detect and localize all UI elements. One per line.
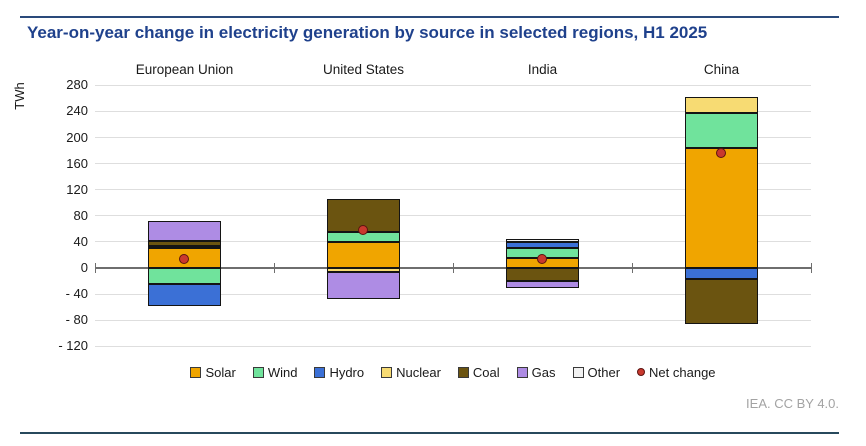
- y-axis-tick-label: 40: [73, 233, 88, 249]
- y-axis-tick-label: - 120: [58, 338, 88, 354]
- legend-label: Nuclear: [396, 364, 441, 380]
- bar-segment-coal-china: [685, 279, 758, 325]
- y-axis-tick-label: 280: [66, 77, 88, 93]
- bar-segment-nuclear-united-states: [327, 268, 400, 272]
- region-label: China: [703, 62, 740, 77]
- gridline: [95, 189, 811, 191]
- legend-swatch-other-icon: [572, 366, 584, 378]
- y-axis-tick-label: 80: [73, 207, 88, 223]
- legend-swatch-nuclear-icon: [381, 366, 393, 378]
- axis-category-tick: [452, 263, 454, 273]
- legend-item-net-change: Net change: [637, 365, 716, 380]
- bar-segment-nuclear-european-union: [148, 246, 221, 249]
- net-change-marker-european-union: [179, 254, 189, 265]
- gridline: [95, 293, 811, 295]
- legend-label: Gas: [531, 364, 556, 380]
- net-change-marker-india: [537, 254, 547, 265]
- bar-segment-hydro-india: [506, 241, 579, 249]
- legend-net-change-dot-icon: [637, 368, 646, 376]
- bar-segment-gas-united-states: [327, 271, 400, 299]
- legend-swatch-gas-icon: [516, 366, 528, 378]
- bar-segment-coal-european-union: [148, 241, 221, 247]
- gridline: [95, 241, 811, 243]
- chart-legend: Solar Wind Hydro Nuclear Coal Gas Other Net cha…: [95, 363, 811, 381]
- legend-item-solar: Solar: [190, 364, 236, 380]
- region-label: European Union: [135, 62, 234, 77]
- legend-label: Wind: [267, 364, 298, 380]
- axis-category-tick: [631, 263, 633, 273]
- legend-swatch-coal-icon: [457, 366, 469, 378]
- legend-label: Net change: [649, 364, 716, 380]
- bar-segment-gas-india: [506, 281, 579, 289]
- y-axis-tick-label: 240: [66, 103, 88, 119]
- bar-segment-coal-india: [506, 268, 579, 282]
- bar-segment-other-india: [506, 239, 579, 242]
- legend-item-gas: Gas: [516, 364, 556, 380]
- legend-item-wind: Wind: [252, 364, 298, 380]
- bar-segment-solar-united-states: [327, 241, 400, 268]
- bar-segment-solar-china: [685, 147, 758, 268]
- axis-category-tick: [273, 263, 275, 273]
- legend-item-coal: Coal: [457, 364, 500, 380]
- gridline: [95, 215, 811, 217]
- legend-label: Solar: [205, 364, 236, 380]
- bar-segment-wind-china: [685, 112, 758, 148]
- y-axis-unit-label: TWh: [12, 82, 27, 110]
- gridline: [95, 137, 811, 138]
- y-axis-tick-label: 120: [66, 181, 88, 197]
- axis-category-tick: [810, 263, 812, 273]
- legend-item-hydro: Hydro: [314, 365, 364, 380]
- legend-item-nuclear: Nuclear: [381, 365, 441, 380]
- gridline: [95, 84, 811, 86]
- bar-segment-hydro-china: [685, 268, 758, 280]
- legend-swatch-hydro-icon: [314, 366, 326, 378]
- net-change-marker-united-states: [358, 224, 368, 235]
- y-axis-tick-label: - 40: [65, 286, 88, 302]
- attribution-text: IEA. CC BY 4.0.: [746, 396, 839, 411]
- bar-segment-gas-european-union: [148, 221, 221, 242]
- legend-label: Hydro: [329, 364, 365, 380]
- region-label: India: [527, 62, 558, 77]
- legend-label: Other: [587, 364, 621, 380]
- region-label: United States: [322, 62, 405, 77]
- chart-title: Year-on-year change in electricity gener…: [27, 23, 708, 42]
- bottom-divider-line: [20, 432, 839, 434]
- top-divider-line: [20, 16, 839, 18]
- axis-category-tick: [94, 263, 96, 273]
- bar-segment-nuclear-china: [685, 97, 758, 113]
- y-axis-tick-label: 160: [66, 155, 88, 171]
- gridline: [95, 319, 811, 321]
- legend-swatch-wind-icon: [252, 366, 264, 378]
- legend-item-other: Other: [572, 364, 621, 380]
- y-axis-tick-label: - 80: [65, 312, 88, 328]
- gridline: [95, 163, 811, 165]
- y-axis-tick-label: 200: [66, 129, 88, 145]
- bar-segment-wind-european-union: [148, 268, 221, 284]
- gridline: [95, 345, 811, 347]
- legend-label: Coal: [472, 364, 500, 380]
- bar-segment-hydro-european-union: [148, 283, 221, 307]
- gridline: [95, 110, 811, 112]
- net-change-marker-china: [716, 147, 726, 158]
- y-axis-tick-label: 0: [80, 260, 88, 275]
- legend-swatch-solar-icon: [190, 366, 202, 378]
